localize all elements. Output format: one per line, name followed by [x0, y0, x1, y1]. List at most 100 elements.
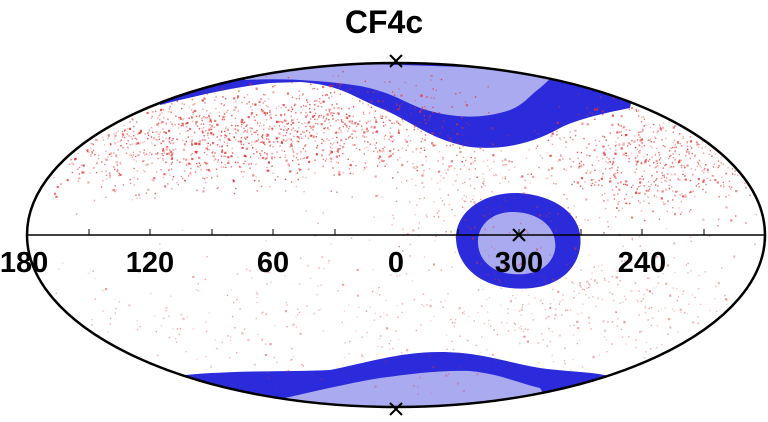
- data-point: [521, 274, 523, 276]
- data-point: [522, 330, 525, 333]
- data-point: [491, 353, 494, 356]
- data-point: [416, 167, 418, 169]
- data-point: [290, 181, 293, 183]
- marker-center: [512, 228, 526, 242]
- data-point: [108, 135, 110, 138]
- data-point: [167, 118, 169, 121]
- data-point: [659, 127, 662, 130]
- data-point: [96, 162, 98, 164]
- data-point: [184, 179, 186, 182]
- data-point: [607, 321, 609, 323]
- data-point: [185, 158, 188, 161]
- data-point: [682, 173, 684, 176]
- data-point: [308, 107, 311, 110]
- data-point: [197, 290, 200, 292]
- data-point: [466, 339, 469, 342]
- data-point: [292, 150, 294, 152]
- data-point: [685, 155, 687, 157]
- data-point: [206, 142, 208, 144]
- data-point: [255, 87, 258, 90]
- data-point: [286, 370, 289, 373]
- data-point: [456, 382, 459, 385]
- data-point: [638, 290, 640, 292]
- data-point: [155, 153, 158, 156]
- data-point: [500, 321, 503, 324]
- data-point: [74, 158, 77, 161]
- data-point: [287, 76, 290, 79]
- data-point: [237, 97, 239, 99]
- data-point: [641, 142, 643, 144]
- data-point: [634, 171, 636, 174]
- data-point: [560, 155, 562, 157]
- data-point: [202, 131, 204, 133]
- data-point: [317, 285, 319, 287]
- data-point: [638, 134, 640, 136]
- data-point: [477, 311, 479, 314]
- data-point: [609, 167, 611, 170]
- data-point: [241, 123, 243, 126]
- data-point: [663, 174, 665, 176]
- data-point: [636, 161, 639, 164]
- data-point: [252, 146, 254, 149]
- data-point: [592, 182, 594, 184]
- data-point: [305, 105, 307, 107]
- data-point: [631, 216, 634, 219]
- data-point: [565, 146, 567, 148]
- data-point: [340, 131, 343, 133]
- data-point: [151, 142, 153, 144]
- data-point: [175, 341, 178, 343]
- data-point: [382, 121, 385, 124]
- data-point: [92, 270, 94, 272]
- data-point: [463, 313, 466, 315]
- data-point: [400, 94, 403, 97]
- data-point: [735, 215, 737, 217]
- data-point: [402, 120, 404, 123]
- data-point: [367, 104, 369, 106]
- data-point: [200, 169, 202, 171]
- data-point: [518, 310, 521, 312]
- data-point: [367, 141, 369, 143]
- data-point: [682, 170, 684, 173]
- data-point: [182, 140, 184, 142]
- data-point: [342, 152, 344, 155]
- marker-pole-south: [389, 402, 403, 416]
- data-point: [344, 122, 347, 126]
- data-point: [255, 148, 257, 151]
- data-point: [541, 302, 544, 305]
- data-point: [412, 229, 415, 232]
- data-point: [365, 136, 368, 138]
- data-point: [213, 126, 216, 128]
- data-point: [217, 161, 219, 163]
- data-point: [622, 127, 624, 129]
- data-point: [556, 160, 559, 163]
- data-point: [486, 159, 489, 161]
- data-point: [187, 162, 190, 165]
- data-point: [110, 153, 112, 155]
- data-point: [344, 356, 346, 359]
- data-point: [292, 121, 295, 125]
- data-point: [158, 122, 160, 124]
- data-point: [181, 103, 183, 105]
- data-point: [573, 324, 575, 327]
- data-point: [673, 310, 676, 312]
- data-point: [491, 191, 493, 193]
- data-point: [598, 179, 600, 182]
- data-point: [392, 217, 395, 220]
- data-point: [691, 293, 694, 296]
- data-point: [669, 294, 672, 297]
- data-point: [156, 139, 159, 141]
- data-point: [243, 127, 245, 129]
- data-point: [474, 157, 476, 159]
- data-point: [220, 161, 223, 164]
- data-point: [172, 178, 174, 181]
- data-point: [625, 202, 627, 204]
- data-point: [577, 313, 579, 315]
- data-point: [125, 152, 128, 155]
- data-point: [698, 274, 700, 277]
- data-point: [426, 96, 428, 98]
- data-point: [349, 135, 351, 138]
- data-point: [658, 154, 661, 156]
- data-point: [424, 106, 426, 108]
- data-point: [686, 142, 688, 144]
- data-point: [689, 136, 692, 138]
